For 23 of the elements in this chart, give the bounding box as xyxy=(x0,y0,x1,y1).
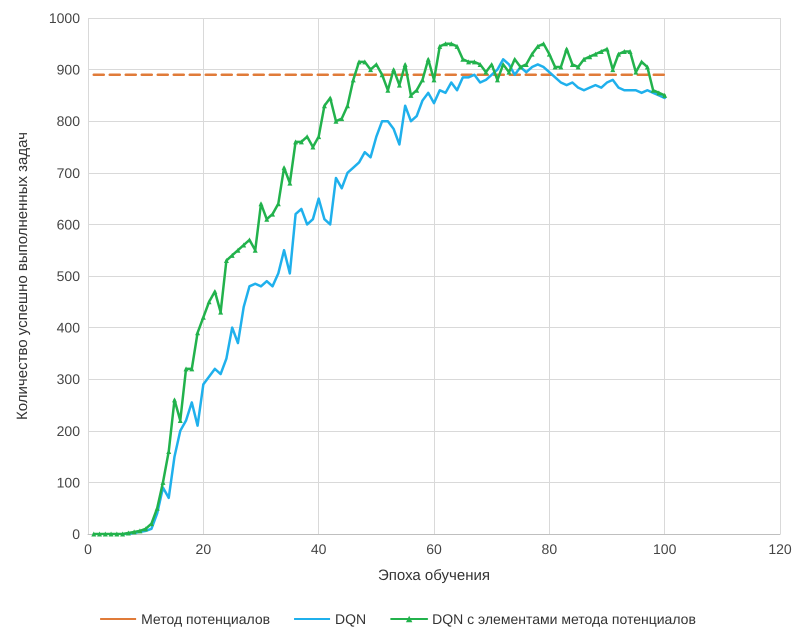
x-tick-label: 40 xyxy=(310,541,327,557)
y-tick-label: 800 xyxy=(56,113,80,130)
y-tick-label: 300 xyxy=(56,371,80,388)
y-tick-label: 600 xyxy=(56,216,80,232)
y-tick-label: 200 xyxy=(56,422,80,439)
y-tick-label: 400 xyxy=(56,320,80,336)
x-tick-label: 20 xyxy=(196,541,212,557)
y-tick-label: 700 xyxy=(56,164,80,181)
x-tick-label: 80 xyxy=(542,541,558,557)
x-tick-label: 120 xyxy=(768,541,792,557)
y-tick-label: 0 xyxy=(72,526,80,542)
y-tick-label: 100 xyxy=(56,474,80,490)
legend-label: DQN xyxy=(335,611,366,627)
y-axis-title: Количество успешно выполненных задач xyxy=(14,132,31,420)
x-tick-label: 60 xyxy=(426,541,442,557)
x-tick-label: 0 xyxy=(84,541,92,557)
y-tick-label: 500 xyxy=(56,268,80,284)
legend-label: DQN с элементами метода потенциалов xyxy=(432,611,696,627)
y-tick-label: 900 xyxy=(56,62,80,78)
x-axis-title: Эпоха обучения xyxy=(378,567,490,584)
y-tick-label: 1000 xyxy=(48,10,80,26)
legend-label: Метод потенциалов xyxy=(141,611,270,627)
x-tick-label: 100 xyxy=(652,541,677,557)
